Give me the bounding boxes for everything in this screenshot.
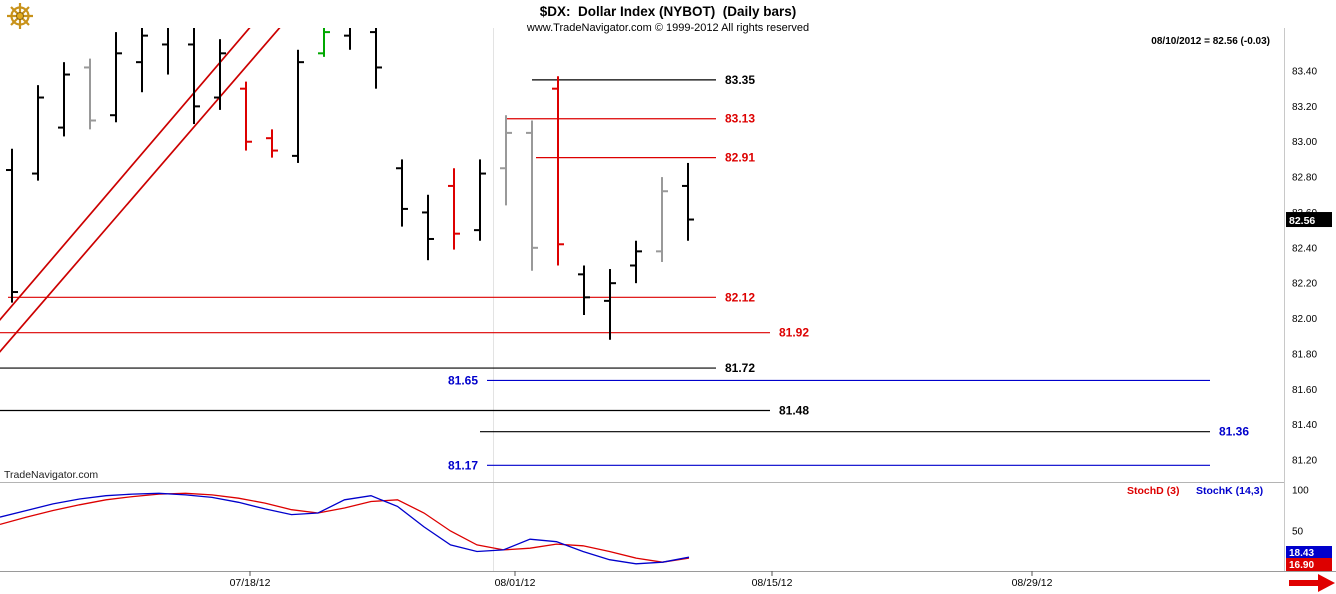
svg-text:83.20: 83.20 <box>1292 102 1317 113</box>
stochk-legend-label: StochK (14,3) <box>1196 485 1264 497</box>
svg-text:08/29/12: 08/29/12 <box>1012 577 1053 589</box>
svg-text:81.92: 81.92 <box>779 326 809 340</box>
svg-text:83.35: 83.35 <box>725 73 755 87</box>
stochd-legend-label: StochD (3) <box>1127 485 1180 497</box>
svg-text:83.40: 83.40 <box>1292 67 1317 78</box>
svg-text:81.65: 81.65 <box>448 373 478 387</box>
trendline <box>0 28 281 353</box>
svg-text:83.13: 83.13 <box>725 112 755 126</box>
stochk-line <box>0 492 690 565</box>
copyright-text: www.TradeNavigator.com © 1999-2012 All r… <box>526 22 810 34</box>
svg-text:82.80: 82.80 <box>1292 173 1317 184</box>
svg-text:100: 100 <box>1292 486 1309 497</box>
scroll-right-button[interactable] <box>1288 574 1336 592</box>
last-quote-readout: 08/10/2012 = 82.56 (-0.03) <box>1151 36 1270 47</box>
svg-text:82.00: 82.00 <box>1292 314 1317 325</box>
svg-text:81.36: 81.36 <box>1219 425 1249 439</box>
stochk-badge <box>1286 546 1332 559</box>
svg-text:81.20: 81.20 <box>1292 456 1317 467</box>
svg-text:16.90: 16.90 <box>1289 560 1314 571</box>
chart-title: $DX: Dollar Index (NYBOT) (Daily bars) <box>539 4 797 19</box>
stochd-badge <box>1286 558 1332 571</box>
svg-text:08/15/12: 08/15/12 <box>752 577 793 589</box>
ohlc-bars <box>6 28 694 340</box>
stochd-line <box>0 492 690 563</box>
last-price-badge: 82.56 <box>1286 212 1332 228</box>
svg-text:81.48: 81.48 <box>779 403 809 417</box>
svg-text:82.40: 82.40 <box>1292 243 1317 254</box>
svg-text:81.40: 81.40 <box>1292 420 1317 431</box>
watermark-text: TradeNavigator.com <box>4 469 99 481</box>
svg-text:07/18/12: 07/18/12 <box>230 577 271 589</box>
svg-text:82.12: 82.12 <box>725 290 755 304</box>
svg-text:81.72: 81.72 <box>725 361 755 375</box>
svg-text:81.17: 81.17 <box>448 458 478 472</box>
svg-text:82.20: 82.20 <box>1292 279 1317 290</box>
tradenavigator-logo-icon <box>2 1 38 31</box>
trendline <box>0 28 251 322</box>
support-resistance-lines: 83.35 83.13 82.91 82.12 81.92 81.72 81.65 81.48… <box>0 73 1249 472</box>
svg-text:81.60: 81.60 <box>1292 385 1317 396</box>
right-arrow-icon <box>1289 574 1335 592</box>
svg-text:81.80: 81.80 <box>1292 349 1317 360</box>
date-axis: 07/18/12 08/01/12 08/15/12 08/29/12 <box>230 571 1053 589</box>
svg-text:08/01/12: 08/01/12 <box>495 577 536 589</box>
svg-text:50: 50 <box>1292 527 1304 538</box>
price-axis: 83.4083.2083.0082.8082.6082.4082.2082.00… <box>1292 67 1317 538</box>
svg-text:18.43: 18.43 <box>1289 548 1314 559</box>
svg-text:82.91: 82.91 <box>725 151 755 165</box>
svg-text:82.56: 82.56 <box>1289 215 1315 227</box>
svg-text:83.00: 83.00 <box>1292 137 1317 148</box>
